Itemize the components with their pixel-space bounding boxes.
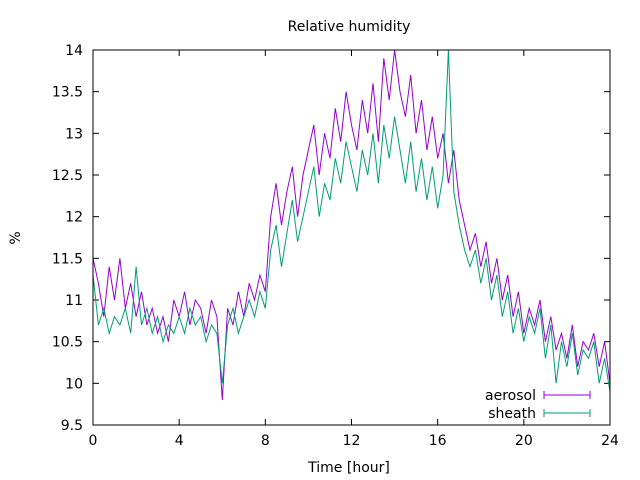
y-tick-label: 11.5 bbox=[52, 251, 83, 267]
y-tick-label: 11 bbox=[65, 293, 83, 309]
y-tick-label: 13 bbox=[65, 126, 83, 142]
chart-title: Relative humidity bbox=[288, 19, 411, 35]
legend: aerosol sheath bbox=[485, 388, 591, 422]
series-layer bbox=[92, 49, 611, 401]
y-tick-label: 9.5 bbox=[61, 418, 83, 434]
x-axis-label: Time [hour] bbox=[307, 460, 390, 476]
x-tick-label: 8 bbox=[261, 433, 270, 449]
series-line-aerosol bbox=[92, 49, 611, 401]
y-tick-label: 12 bbox=[65, 210, 83, 226]
y-tick-label: 10 bbox=[65, 376, 83, 392]
x-tick-label: 20 bbox=[515, 433, 533, 449]
plot-border bbox=[92, 49, 611, 426]
x-tick-label: 24 bbox=[601, 433, 619, 449]
x-tick-label: 12 bbox=[343, 433, 361, 449]
y-tick-label: 14 bbox=[65, 43, 83, 59]
x-tick-label: 0 bbox=[89, 433, 98, 449]
y-tick-label: 10.5 bbox=[52, 335, 83, 351]
legend-label-sheath: sheath bbox=[488, 406, 536, 422]
legend-label-aerosol: aerosol bbox=[485, 388, 536, 404]
y-axis-label: % bbox=[8, 231, 24, 244]
y-tick-label: 13.5 bbox=[52, 85, 83, 101]
x-tick-label: 16 bbox=[429, 433, 447, 449]
y-tick-label: 12.5 bbox=[52, 168, 83, 184]
series-line-sheath bbox=[92, 49, 611, 392]
x-tick-label: 4 bbox=[175, 433, 184, 449]
